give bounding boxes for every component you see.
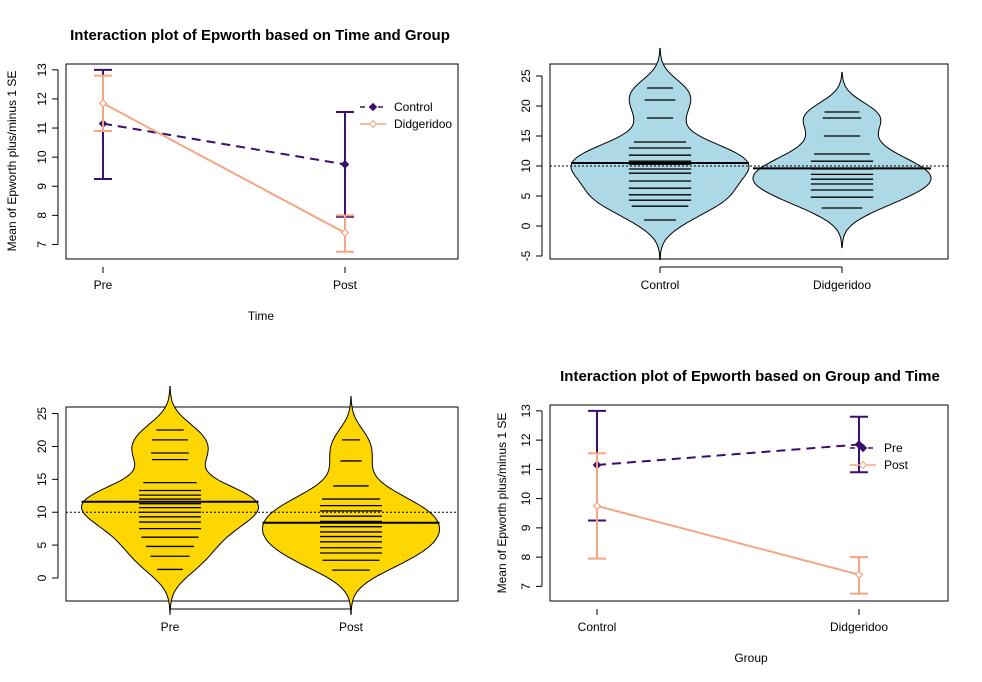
p1-title: Interaction plot of Epworth based on Tim… [70,27,450,44]
p4-y-tick-label: 10 [519,492,533,506]
p2-y-tick-label: 0 [519,222,533,229]
p4-ylabel: Mean of Epworth plus/minus 1 SE [495,413,509,594]
p2-y-tick-label: -5 [519,250,533,261]
p1-x-tick-label-pre: Pre [94,278,113,292]
p1-y-tick-label: 9 [35,183,49,190]
p3-y-tick-label: 20 [35,439,49,453]
p1-point-control [340,160,350,169]
p4-y-tick-label: 9 [519,524,533,531]
p1-ylabel: Mean of Epworth plus/minus 1 SE [5,71,19,252]
p3-x-tick-label-post: Post [339,620,364,634]
p4-point-post [592,501,602,511]
p1-point-didgeridoo [340,228,350,238]
p2-x-tick-label-didgeridoo: Didgeridoo [813,278,871,292]
p2-y-tick-label: 10 [519,159,533,173]
p3-y-tick-label: 15 [35,472,49,486]
p3-x-tick-label-pre: Pre [161,620,180,634]
p1-point-didgeridoo [98,98,108,108]
p2-bean-didgeridoo [752,71,932,249]
p3-y-tick-label: 5 [35,541,49,548]
p4-y-tick-label: 11 [519,463,533,476]
p1-y-tick-label: 12 [35,92,49,106]
p1-line-control [102,122,346,166]
p1-y-tick-label: 11 [35,121,49,134]
p1-y-tick-label: 10 [35,150,49,164]
p1-y-tick-label: 8 [35,212,49,219]
panel-group-time-interaction: Interaction plot of Epworth based on Gro… [495,368,949,665]
p1-x-tick-label-post: Post [333,278,358,292]
p4-y-tick-label: 13 [519,404,533,418]
p4-line-post [596,504,860,576]
p1-legend-marker [368,102,378,112]
panel-group-beanplot: -5 0 5 10 15 20 25 Control Didgeridoo [519,47,949,292]
p4-legend-label-post: Post [884,458,909,472]
p2-y-tick-label: 25 [519,69,533,83]
p2-y-tick-label: 20 [519,99,533,113]
p4-legend-marker [858,443,868,453]
p1-xlabel: Time [248,309,275,323]
p3-y-tick-label: 25 [35,407,49,421]
p2-bean-control [570,47,750,261]
p1-y-tick-label: 7 [35,241,49,248]
p4-xlabel: Group [734,651,768,665]
panel-time-group-interaction: Interaction plot of Epworth based on Tim… [5,27,459,323]
p4-title: Interaction plot of Epworth based on Gro… [560,368,940,385]
p4-y-tick-label: 7 [519,583,533,590]
p1-line-didgeridoo [102,102,346,234]
p4-legend-label-pre: Pre [884,441,903,455]
p1-legend-marker [368,119,378,129]
p4-plot-frame [549,404,949,602]
p4-x-tick-label-didgeridoo: Didgeridoo [830,620,888,634]
p1-plot-frame [65,63,459,260]
p4-x-tick-label-control: Control [578,620,617,634]
p1-legend-label-control: Control [394,100,433,114]
p4-legend-marker [858,460,868,470]
panel-time-beanplot: 0 5 10 15 20 25 Pre Post [35,386,459,634]
p4-y-tick-label: 12 [519,433,533,447]
p3-y-tick-label: 10 [35,505,49,519]
p2-x-tick-label-control: Control [641,278,680,292]
p4-y-tick-label: 8 [519,553,533,560]
p1-legend-label-didgeridoo: Didgeridoo [394,117,452,131]
p4-line-pre [596,443,860,466]
p3-y-tick-label: 0 [35,574,49,581]
p1-y-tick-label: 13 [35,63,49,77]
p2-plot-frame [549,63,949,260]
p4-point-post [854,570,864,580]
p2-y-tick-label: 5 [519,192,533,199]
p3-plot-frame [65,406,459,602]
p2-y-tick-label: 15 [519,129,533,143]
